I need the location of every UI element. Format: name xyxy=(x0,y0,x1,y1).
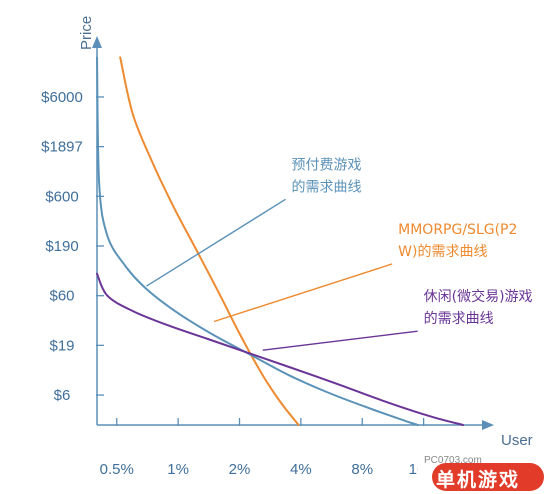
y-tick-label: $190 xyxy=(45,238,78,255)
watermark-url: PC0703.com xyxy=(424,455,482,466)
series-line-0 xyxy=(119,56,300,426)
annotation-text-0: 的需求曲线 xyxy=(292,179,362,195)
y-tick-label: $60 xyxy=(49,288,74,305)
x-ticks: 0.5%1%2%4%8%16% xyxy=(100,418,439,478)
x-tick-label: 4% xyxy=(290,461,312,478)
annotation-leader-2 xyxy=(262,330,418,351)
x-tick-label: 8% xyxy=(351,461,373,478)
y-tick-label: $6000 xyxy=(41,89,83,106)
y-tick-label: $600 xyxy=(45,188,78,205)
y-tick-label: $6 xyxy=(54,387,71,404)
x-tick-label: 1% xyxy=(167,461,189,478)
watermark-logo-text: 单机游戏 xyxy=(436,469,521,491)
x-tick-label: 0.5% xyxy=(100,461,134,478)
y-axis-arrow xyxy=(92,36,102,48)
y-axis-label: Price xyxy=(78,16,95,50)
y-tick-label: $1897 xyxy=(41,139,83,156)
y-tick-label: $19 xyxy=(49,337,74,354)
series-layer xyxy=(96,56,465,426)
annotation-text-2: 的需求曲线 xyxy=(424,311,494,327)
watermark-logo xyxy=(432,463,544,491)
y-ticks: $6000 $1897 $600 $190 $60 $19 $6 xyxy=(41,89,104,404)
annotation-leader-1 xyxy=(213,263,393,323)
annotation-text-0: 预付费游戏 xyxy=(292,157,362,173)
x-axis-arrow xyxy=(482,420,494,430)
annotation-layer: 预付费游戏的需求曲线MMORPG/SLG(P2W)的需求曲线休闲(微交易)游戏的… xyxy=(146,157,533,351)
annotation-text-1: MMORPG/SLG(P2 xyxy=(398,222,517,238)
x-axis-label: User xyxy=(501,432,533,449)
x-tick-label: 2% xyxy=(229,461,251,478)
annotation-text-1: W)的需求曲线 xyxy=(398,244,487,260)
annotation-leader-0 xyxy=(146,198,286,287)
series-line-2 xyxy=(96,272,465,426)
annotation-text-2: 休闲(微交易)游戏 xyxy=(424,288,533,305)
axes: Price User xyxy=(78,16,533,449)
series-line-1 xyxy=(96,56,419,426)
